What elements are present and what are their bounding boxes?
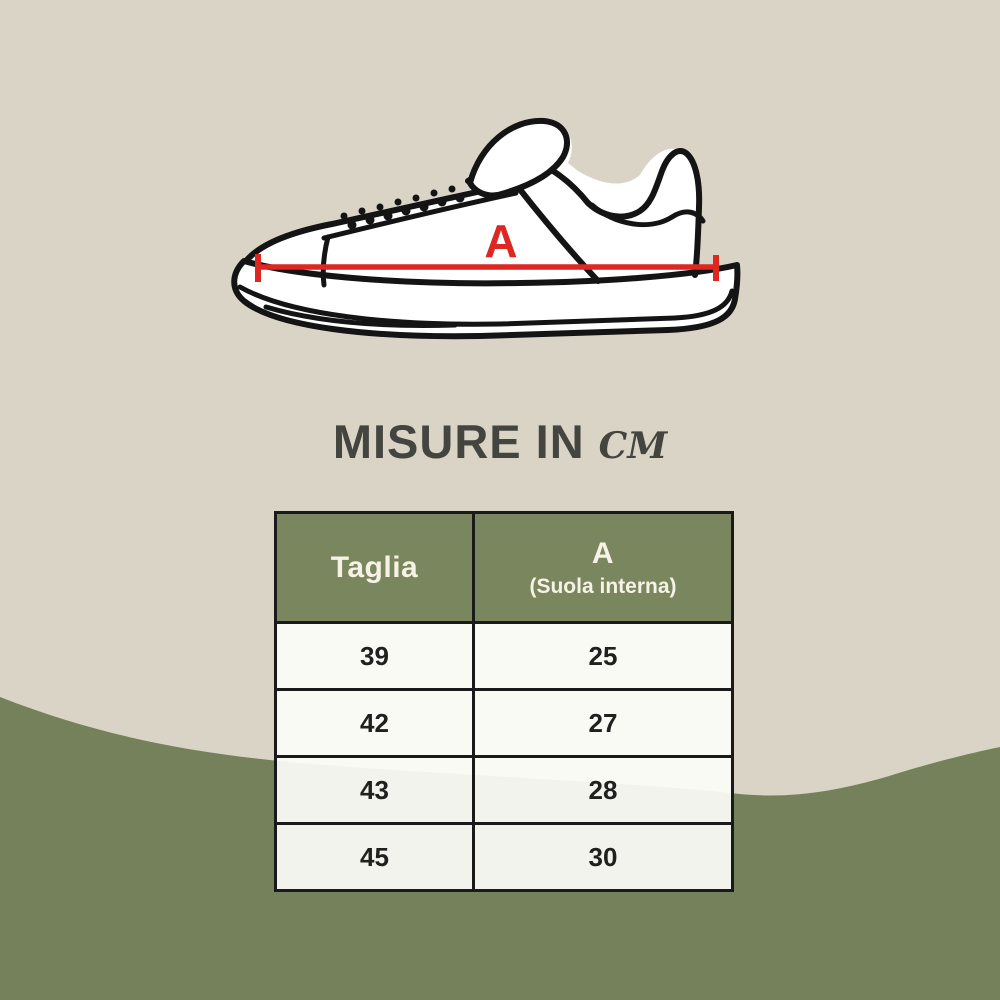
title-unit: CM: [598, 425, 668, 467]
lace-eyelets: [340, 185, 465, 230]
cell-a: 25: [472, 621, 734, 691]
table-row: 45 30: [274, 822, 734, 892]
table-row: 39 25: [274, 621, 734, 691]
header-a: A (Suola interna): [472, 511, 734, 624]
cell-taglia: 42: [274, 688, 475, 758]
header-taglia-label: Taglia: [330, 550, 419, 584]
cell-a: 27: [472, 688, 734, 758]
header-taglia: Taglia: [274, 511, 475, 624]
size-table: Taglia A (Suola interna) 39 25 42 27 43 …: [274, 511, 734, 892]
sneaker-outline: [231, 117, 741, 340]
title-text: MISURE IN: [332, 415, 585, 468]
table-row: 43 28: [274, 755, 734, 825]
header-a-sublabel: (Suola interna): [529, 574, 677, 598]
table-row: 42 27: [274, 688, 734, 758]
sneaker-diagram: A: [231, 117, 741, 340]
header-a-label: A: [591, 536, 615, 570]
measurement-line: A: [255, 215, 719, 282]
cell-taglia: 45: [274, 822, 475, 892]
cell-a: 28: [472, 755, 734, 825]
cell-taglia: 43: [274, 755, 475, 825]
cell-a: 30: [472, 822, 734, 892]
page-title: MISURE IN CM: [0, 414, 1000, 469]
size-table-header-row: Taglia A (Suola interna): [274, 511, 734, 624]
cell-taglia: 39: [274, 621, 475, 691]
measurement-label: A: [484, 215, 517, 267]
